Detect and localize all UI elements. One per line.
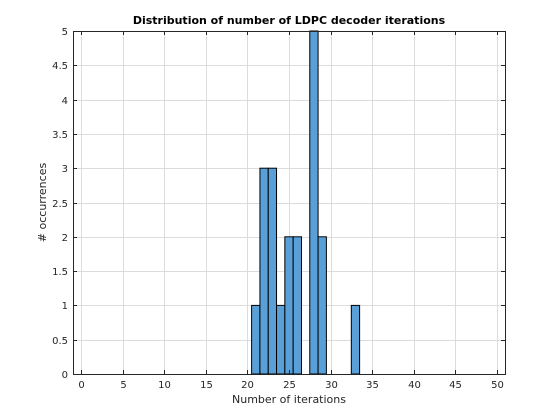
- histogram-bar: [276, 304, 286, 375]
- histogram-bar: [292, 236, 302, 375]
- x-tick-label: 25: [283, 380, 296, 391]
- y-tick-label: 3: [62, 164, 68, 175]
- y-tick-label: 1.5: [52, 267, 68, 278]
- y-tick-label: 1: [62, 301, 68, 312]
- x-axis-title: Number of iterations: [232, 393, 346, 406]
- y-tick-label: 5: [62, 27, 68, 38]
- ticks: 0 5 10 15 20 25 30 35 40 45 50 0 0.5 1 1.5 2 2.5 3 3.5 4 4.5…: [52, 27, 505, 391]
- bars: [251, 30, 361, 375]
- histogram-bar: [267, 167, 278, 375]
- x-tick-label: 30: [325, 380, 338, 391]
- chart-title: Distribution of number of LDPC decoder i…: [133, 14, 446, 27]
- y-tick-label: 3.5: [52, 130, 68, 141]
- histogram-bar: [251, 304, 261, 375]
- y-tick-label: 4: [62, 96, 68, 107]
- x-tick-label: 50: [491, 380, 504, 391]
- y-tick-label: 2: [62, 233, 68, 244]
- y-axis-title: # occurrences: [36, 163, 49, 243]
- x-tick-label: 15: [200, 380, 213, 391]
- x-tick-label: 45: [449, 380, 462, 391]
- x-tick-label: 20: [241, 380, 254, 391]
- x-tick-label: 40: [408, 380, 421, 391]
- y-tick-label: 0.5: [52, 336, 68, 347]
- histogram-bar: [259, 167, 269, 375]
- histogram-bar: [284, 236, 294, 375]
- x-tick-label: 10: [158, 380, 171, 391]
- y-tick-label: 0: [62, 370, 68, 381]
- histogram-bar: [350, 304, 361, 375]
- histogram-bar: [309, 30, 319, 375]
- x-tick-label: 35: [366, 380, 379, 391]
- histogram-bar: [317, 236, 327, 375]
- x-tick-label: 0: [78, 380, 84, 391]
- y-tick-label: 4.5: [52, 61, 68, 72]
- y-tick-label: 2.5: [52, 199, 68, 210]
- x-tick-label: 5: [120, 380, 126, 391]
